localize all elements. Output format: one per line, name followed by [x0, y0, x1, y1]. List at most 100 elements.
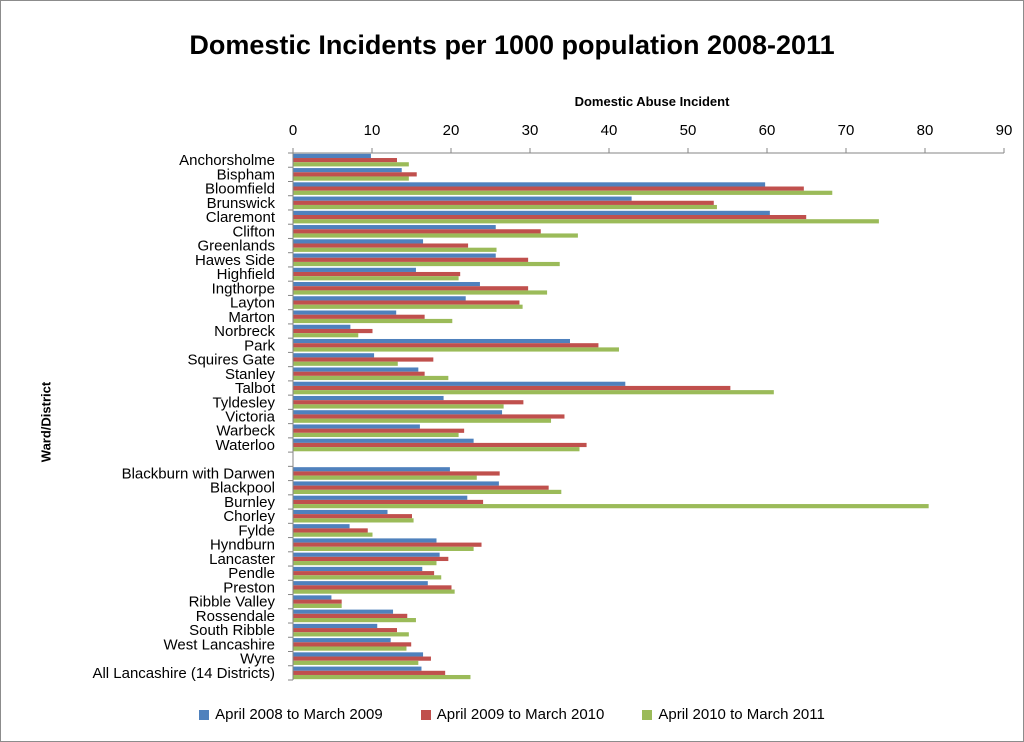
bar	[293, 257, 529, 262]
category-label: Hyndburn	[210, 537, 275, 554]
category-label: Bispham	[217, 166, 275, 183]
bar	[293, 666, 422, 671]
bar	[293, 660, 419, 665]
bar	[293, 200, 714, 205]
bar	[293, 652, 424, 657]
bar	[293, 328, 373, 334]
x-tick-label: 90	[996, 122, 1013, 139]
category-label: Claremont	[206, 209, 276, 226]
bar	[293, 300, 520, 305]
bar	[293, 176, 409, 181]
bar	[293, 153, 371, 159]
bar	[293, 603, 342, 608]
bar	[293, 347, 619, 352]
bar	[293, 542, 482, 547]
category-label: Highfield	[217, 266, 275, 283]
bar	[293, 239, 424, 244]
bar	[293, 162, 409, 167]
bar	[293, 561, 437, 566]
bar	[293, 290, 548, 295]
bar	[293, 353, 375, 358]
category-label: Clifton	[232, 223, 275, 240]
bar	[293, 670, 446, 675]
bar	[293, 442, 587, 448]
x-tick-label: 0	[289, 122, 297, 139]
bar	[293, 375, 449, 381]
category-label: Burnley	[224, 494, 275, 511]
legend-label: April 2008 to March 2009	[215, 706, 383, 723]
bar	[293, 447, 580, 452]
bar	[293, 229, 541, 234]
category-label: Victoria	[225, 409, 275, 426]
category-label: Ribble Valley	[189, 594, 276, 611]
category-label: Squires Gate	[187, 352, 275, 369]
bar	[293, 628, 397, 633]
category-label: Chorley	[223, 508, 275, 525]
bar	[293, 333, 359, 338]
category-label: Norbreck	[214, 323, 275, 340]
category-label: Bloomfield	[205, 181, 275, 198]
category-label: Lancaster	[209, 551, 275, 568]
bar	[293, 267, 416, 272]
bar	[293, 471, 500, 476]
bar	[293, 418, 552, 423]
bar	[293, 314, 425, 319]
category-label: Blackburn with Darwen	[122, 465, 275, 482]
bar	[293, 168, 402, 173]
category-label: Fylde	[238, 522, 275, 539]
x-tick-label: 80	[917, 122, 934, 139]
category-label: Marton	[228, 309, 275, 326]
category-label: Park	[244, 337, 275, 354]
bar	[293, 318, 453, 324]
bar	[293, 385, 731, 391]
bar	[293, 286, 529, 291]
category-label: Anchorsholme	[179, 152, 275, 169]
category-label: Warbeck	[216, 423, 275, 440]
bar	[293, 381, 626, 386]
bar	[293, 310, 397, 315]
bar	[293, 414, 565, 419]
bar	[293, 424, 420, 429]
category-label: Talbot	[235, 380, 276, 397]
bar	[293, 204, 717, 210]
category-label: Layton	[230, 295, 275, 312]
bar	[293, 158, 397, 163]
bar	[293, 595, 332, 600]
bar	[293, 428, 465, 433]
bar	[293, 509, 388, 515]
bar	[293, 400, 524, 405]
legend-swatch	[199, 709, 210, 720]
legend-item: April 2010 to March 2011	[642, 706, 825, 723]
bar	[293, 282, 480, 287]
bar	[293, 556, 449, 562]
bar	[293, 261, 560, 267]
bar	[293, 642, 412, 647]
legend-item: April 2009 to March 2010	[420, 706, 604, 723]
category-label: South Ribble	[189, 622, 275, 639]
bar	[293, 367, 419, 372]
bar	[293, 552, 440, 557]
bar	[293, 371, 425, 376]
bar	[293, 524, 350, 529]
x-tick-label: 70	[838, 122, 855, 139]
chart-title: Domestic Incidents per 1000 population 2…	[189, 30, 835, 60]
bar	[293, 538, 437, 543]
category-label: Hawes Side	[195, 252, 275, 269]
bar	[293, 575, 442, 580]
category-label: Wyre	[240, 651, 275, 668]
bar	[293, 410, 503, 415]
bar	[293, 656, 431, 661]
bar	[293, 489, 562, 495]
bar	[293, 613, 408, 619]
bar	[293, 504, 929, 509]
category-label: Brunswick	[207, 195, 276, 212]
legend-swatch	[420, 709, 431, 720]
bar	[293, 646, 407, 651]
bar	[293, 253, 496, 258]
bar	[293, 632, 409, 637]
x-tick-label: 30	[522, 122, 539, 139]
bar	[293, 618, 416, 623]
category-label: All Lancashire (14 Districts)	[92, 665, 275, 682]
bar	[293, 585, 452, 590]
bar	[293, 214, 807, 220]
